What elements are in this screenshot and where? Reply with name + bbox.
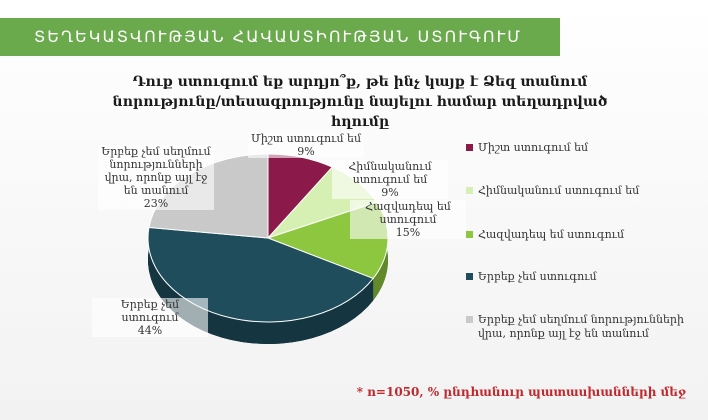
- data-label-value: 44%: [137, 324, 163, 337]
- legend-swatch: [466, 273, 473, 280]
- footnote: * n=1050, % ընդհանուր պատասխանների մեջ: [356, 385, 686, 399]
- data-label: Միշտ ստուգում եմ 9%: [248, 132, 364, 158]
- data-label-name: Երբեք չեմ սեղմում նորությունների վրա, որ…: [101, 145, 211, 197]
- data-label-value: 9%: [381, 186, 399, 199]
- legend-swatch: [466, 144, 473, 151]
- data-label: Հազվադեպ եմ ստուգում 15%: [350, 200, 466, 239]
- legend-swatch: [466, 231, 473, 238]
- data-label-value: 23%: [143, 197, 169, 210]
- data-label: Երբեք չեմ ստուգում 44%: [92, 298, 208, 337]
- data-label-name: Հազվադեպ եմ ստուգում: [365, 200, 451, 226]
- legend-swatch: [466, 187, 473, 194]
- data-label-value: 15%: [395, 226, 421, 239]
- legend-label: Հազվադեպ եմ ստուգում: [478, 228, 625, 241]
- data-label-name: Հիմնականում ստուգում եմ: [348, 160, 432, 186]
- data-label-name: Երբեք չեմ ստուգում: [120, 298, 180, 324]
- legend-label: Հիմնականում ստուգում եմ: [478, 184, 640, 197]
- data-label-name: Միշտ ստուգում եմ: [250, 132, 362, 145]
- legend-swatch: [466, 316, 473, 323]
- legend-label: Երբեք չեմ սեղմում նորությունների վրա, որ…: [478, 313, 684, 340]
- legend-label: Միշտ ստուգում եմ: [478, 141, 589, 154]
- data-label: Հիմնականում ստուգում եմ 9%: [332, 160, 448, 199]
- data-label: Երբեք չեմ սեղմում նորությունների վրա, որ…: [98, 145, 214, 210]
- chart-title: Դուք ստուգում եք արդյո՞ք, թե ինչ կայք է …: [112, 74, 608, 130]
- legend-label: Երբեք չեմ ստուգում: [478, 270, 597, 283]
- header-banner: ՏԵՂԵԿԱՏՎՈՒԹՅԱՆ ՀԱՎԱՍՏԻՈՒԹՅԱՆ ՍՏՈՒԳՈՒՄ: [0, 18, 560, 56]
- data-label-value: 9%: [297, 145, 315, 158]
